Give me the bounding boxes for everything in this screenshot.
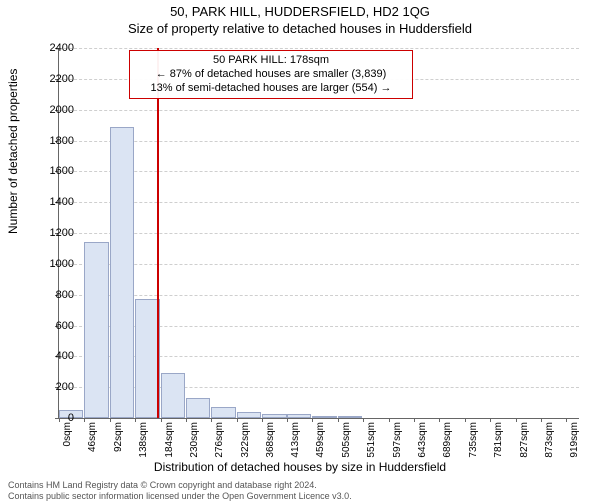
xtick-mark [211, 418, 212, 422]
xtick-label: 735sqm [468, 422, 479, 458]
xtick-label: 46sqm [87, 422, 98, 452]
info-box-line: 13% of semi-detached houses are larger (… [136, 82, 406, 96]
chart-area: 50 PARK HILL: 178sqm← 87% of detached ho… [58, 48, 578, 418]
gridline [59, 110, 579, 111]
histogram-bar [84, 242, 108, 418]
histogram-bar [211, 407, 235, 418]
ytick-label: 200 [38, 381, 74, 393]
xtick-label: 505sqm [341, 422, 352, 458]
histogram-bar [161, 373, 185, 418]
info-box: 50 PARK HILL: 178sqm← 87% of detached ho… [129, 50, 413, 99]
x-axis-label: Distribution of detached houses by size … [0, 460, 600, 474]
ytick-label: 1600 [38, 165, 74, 177]
ytick-label: 2400 [38, 42, 74, 54]
footer-line2: Contains public sector information licen… [8, 491, 352, 502]
info-box-line: ← 87% of detached houses are smaller (3,… [136, 68, 406, 82]
histogram-bar [237, 412, 261, 418]
ytick-label: 600 [38, 320, 74, 332]
gridline [59, 141, 579, 142]
gridline [59, 202, 579, 203]
footer-attribution: Contains HM Land Registry data © Crown c… [8, 480, 352, 502]
xtick-mark [135, 418, 136, 422]
xtick-mark [312, 418, 313, 422]
xtick-mark [541, 418, 542, 422]
xtick-label: 138sqm [138, 422, 149, 458]
xtick-mark [389, 418, 390, 422]
xtick-mark [262, 418, 263, 422]
page-title-line2: Size of property relative to detached ho… [0, 21, 600, 36]
xtick-mark [490, 418, 491, 422]
plot-area: 50 PARK HILL: 178sqm← 87% of detached ho… [58, 48, 579, 419]
ytick-label: 0 [38, 412, 74, 424]
xtick-mark [566, 418, 567, 422]
xtick-label: 322sqm [240, 422, 251, 458]
xtick-mark [84, 418, 85, 422]
xtick-mark [465, 418, 466, 422]
xtick-mark [516, 418, 517, 422]
xtick-mark [186, 418, 187, 422]
xtick-label: 184sqm [164, 422, 175, 458]
page-title-line1: 50, PARK HILL, HUDDERSFIELD, HD2 1QG [0, 4, 600, 19]
xtick-label: 781sqm [493, 422, 504, 458]
ytick-label: 1800 [38, 135, 74, 147]
xtick-label: 368sqm [265, 422, 276, 458]
histogram-bar [186, 398, 210, 418]
histogram-bar [312, 416, 336, 418]
gridline [59, 233, 579, 234]
xtick-mark [161, 418, 162, 422]
ytick-label: 2200 [38, 73, 74, 85]
xtick-label: 230sqm [189, 422, 200, 458]
xtick-mark [287, 418, 288, 422]
y-axis-label: Number of detached properties [6, 69, 20, 234]
footer-line1: Contains HM Land Registry data © Crown c… [8, 480, 352, 491]
info-box-line: 50 PARK HILL: 178sqm [136, 54, 406, 68]
ytick-label: 1400 [38, 196, 74, 208]
ytick-label: 800 [38, 289, 74, 301]
xtick-label: 597sqm [392, 422, 403, 458]
histogram-bar [287, 414, 311, 418]
xtick-label: 413sqm [290, 422, 301, 458]
ytick-label: 1200 [38, 227, 74, 239]
histogram-bar [110, 127, 134, 418]
histogram-bar [262, 414, 286, 418]
xtick-label: 459sqm [315, 422, 326, 458]
xtick-label: 873sqm [544, 422, 555, 458]
xtick-mark [414, 418, 415, 422]
gridline [59, 295, 579, 296]
xtick-label: 276sqm [214, 422, 225, 458]
gridline [59, 171, 579, 172]
ytick-label: 400 [38, 350, 74, 362]
xtick-label: 0sqm [62, 422, 73, 446]
xtick-label: 643sqm [417, 422, 428, 458]
xtick-label: 689sqm [442, 422, 453, 458]
ytick-label: 1000 [38, 258, 74, 270]
xtick-mark [363, 418, 364, 422]
gridline [59, 264, 579, 265]
xtick-mark [439, 418, 440, 422]
xtick-label: 551sqm [366, 422, 377, 458]
xtick-label: 92sqm [113, 422, 124, 452]
ytick-label: 2000 [38, 104, 74, 116]
xtick-mark [110, 418, 111, 422]
xtick-label: 919sqm [569, 422, 580, 458]
histogram-bar [135, 299, 159, 418]
property-marker-line [157, 48, 159, 418]
xtick-mark [338, 418, 339, 422]
xtick-label: 827sqm [519, 422, 530, 458]
xtick-mark [237, 418, 238, 422]
histogram-bar [338, 416, 362, 418]
gridline [59, 48, 579, 49]
